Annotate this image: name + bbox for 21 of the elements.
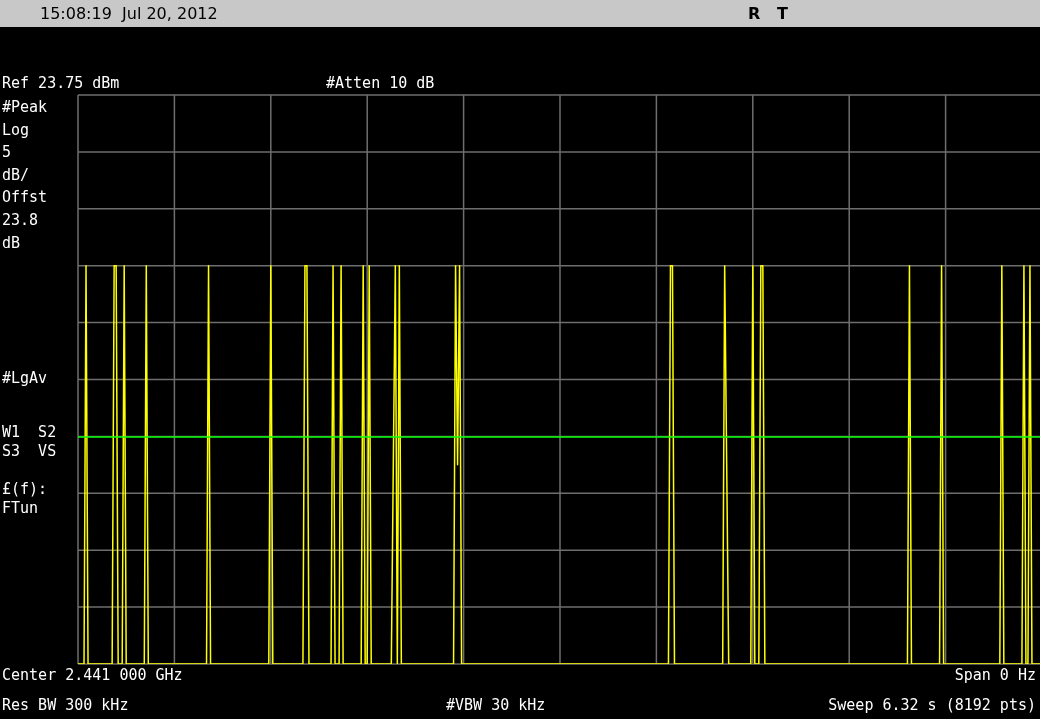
text: £(f): <box>2 480 48 498</box>
text: Span 0 Hz <box>954 666 1036 684</box>
text: #Atten 10 dB <box>326 74 435 92</box>
text: FTun <box>2 499 39 517</box>
text: #Peak <box>2 98 48 116</box>
text: 23.8 <box>2 211 39 229</box>
text: #LgAv <box>2 369 48 387</box>
text: Res BW 300 kHz <box>2 696 129 714</box>
text: Sweep 6.32 s (8192 pts) <box>828 696 1036 714</box>
text: #VBW 30 kHz <box>446 696 546 714</box>
text: Center 2.441 000 GHz <box>2 666 183 684</box>
text: Log <box>2 121 30 139</box>
text: R T <box>748 4 788 23</box>
text: dB <box>2 234 21 252</box>
text: S3 VS <box>2 442 57 460</box>
text: 5 <box>2 143 12 161</box>
text: 15:08:19 Jul 20, 2012 <box>40 4 218 23</box>
text: Ref 23.75 dBm <box>2 74 120 92</box>
text: dB/ <box>2 166 30 184</box>
text: W1 S2 <box>2 423 57 441</box>
text: Offst <box>2 188 48 206</box>
